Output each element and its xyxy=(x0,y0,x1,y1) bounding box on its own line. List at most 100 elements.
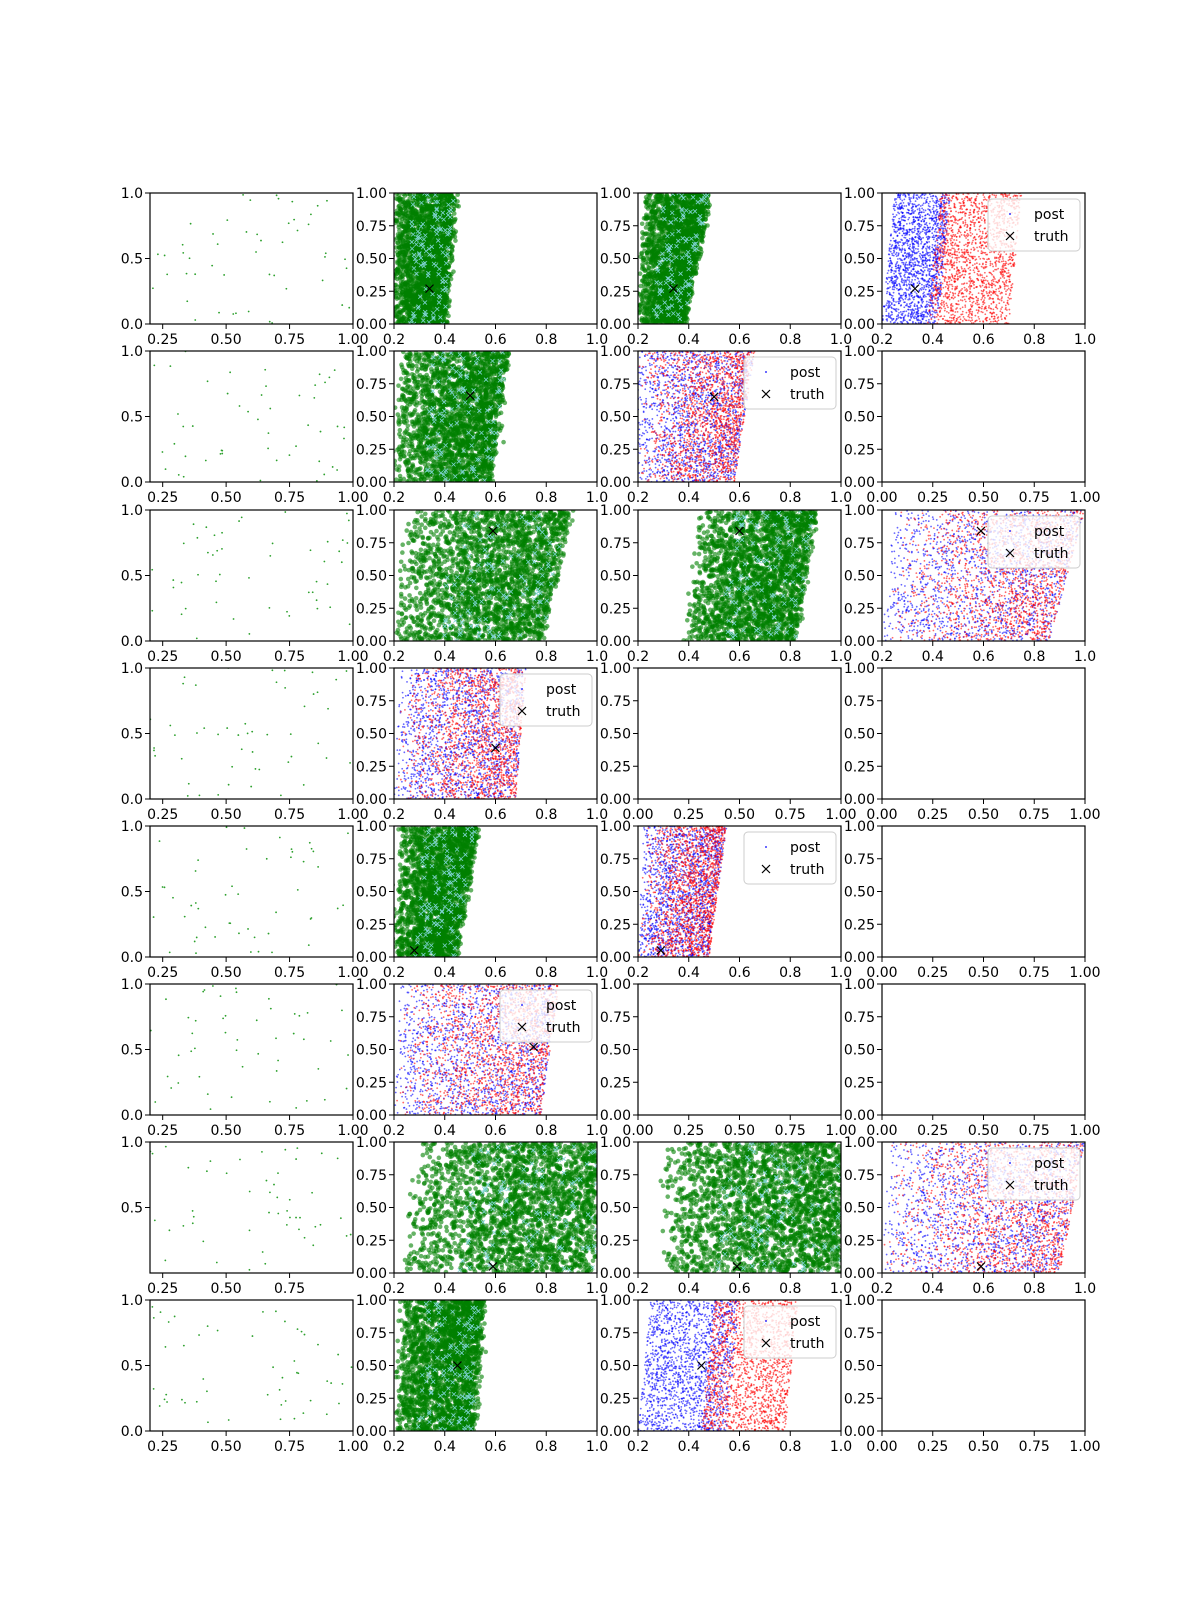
proposal-marker xyxy=(410,202,416,207)
proposal-marker xyxy=(437,266,442,272)
posterior-point xyxy=(409,202,415,207)
posterior-point xyxy=(684,275,690,281)
proposal-marker xyxy=(419,200,424,206)
posterior-point xyxy=(405,234,410,240)
posterior-point xyxy=(452,234,458,240)
posterior-point xyxy=(642,279,647,285)
uniform-point xyxy=(185,272,188,275)
posterior-point xyxy=(644,231,649,236)
posterior-point xyxy=(661,224,666,229)
posterior-point xyxy=(639,221,645,227)
posterior-point xyxy=(643,242,649,248)
posterior-point xyxy=(407,225,413,230)
posterior-point xyxy=(698,252,704,257)
posterior-point xyxy=(651,299,656,304)
x-tick-label: 0.6 xyxy=(484,332,506,348)
proposal-marker xyxy=(413,259,419,264)
posterior-point xyxy=(650,285,655,290)
uniform-point xyxy=(348,306,351,309)
uniform-point xyxy=(188,257,191,260)
posterior-point xyxy=(430,286,436,291)
posterior-point xyxy=(402,218,408,224)
proposal-marker xyxy=(431,310,436,316)
posterior-point xyxy=(657,209,662,215)
posterior-point xyxy=(414,247,419,253)
proposal-marker xyxy=(418,255,424,261)
uniform-point xyxy=(226,219,229,222)
posterior-point xyxy=(405,210,411,216)
posterior-point xyxy=(647,273,653,279)
truth-marker xyxy=(425,284,434,294)
posterior-point xyxy=(421,208,427,214)
posterior-point xyxy=(655,318,661,323)
proposal-marker xyxy=(411,194,417,200)
posterior-point xyxy=(643,216,649,222)
uniform-point xyxy=(189,222,192,225)
posterior-point xyxy=(686,220,692,226)
posterior-point xyxy=(408,206,414,211)
posterior-point xyxy=(397,228,402,233)
posterior-point xyxy=(675,248,680,253)
uniform-point xyxy=(245,231,248,233)
x-tick-label: 1.00 xyxy=(337,332,368,348)
posterior-point xyxy=(421,271,427,276)
posterior-point xyxy=(415,193,421,197)
proposal-marker xyxy=(423,233,428,238)
posterior-point xyxy=(396,258,402,264)
uniform-point xyxy=(287,222,290,225)
uniform-point xyxy=(256,233,259,236)
posterior-point xyxy=(428,193,434,197)
posterior-point xyxy=(445,202,450,208)
posterior-point xyxy=(688,289,694,294)
proposal-marker xyxy=(433,227,439,233)
posterior-point xyxy=(652,215,658,221)
proposal-marker xyxy=(418,262,424,268)
y-tick-label: 1.00 xyxy=(356,186,387,202)
posterior-point xyxy=(425,241,431,246)
proposal-marker xyxy=(430,291,435,297)
uniform-point xyxy=(345,267,348,270)
plot-area xyxy=(394,193,461,324)
uniform-point xyxy=(218,311,220,314)
posterior-point xyxy=(644,296,650,301)
posterior-point xyxy=(645,288,650,293)
proposal-marker xyxy=(434,306,440,312)
proposal-marker xyxy=(423,248,429,254)
posterior-point xyxy=(404,301,410,307)
proposal-marker xyxy=(427,252,432,257)
proposal-marker xyxy=(436,293,442,299)
posterior-point xyxy=(397,275,403,281)
posterior-point xyxy=(681,202,687,207)
proposal-marker xyxy=(422,309,428,315)
posterior-point xyxy=(647,198,653,203)
posterior-point xyxy=(456,204,461,209)
posterior-point xyxy=(444,300,449,306)
posterior-point xyxy=(433,222,439,228)
posterior-point xyxy=(394,272,396,277)
uniform-point xyxy=(249,199,252,202)
uniform-point xyxy=(223,274,226,276)
posterior-point xyxy=(401,199,406,205)
posterior-point xyxy=(395,240,401,246)
posterior-point xyxy=(400,210,406,216)
posterior-point xyxy=(442,293,447,299)
posterior-point xyxy=(394,321,399,324)
posterior-point xyxy=(394,282,397,288)
x-tick-label: 0.75 xyxy=(274,332,305,348)
proposal-marker xyxy=(445,245,451,251)
proposal-marker xyxy=(445,251,450,257)
posterior-point xyxy=(453,238,458,243)
posterior-point xyxy=(406,266,411,272)
proposal-marker xyxy=(445,273,450,279)
posterior-point xyxy=(394,218,399,223)
uniform-point xyxy=(151,287,154,290)
proposal-marker xyxy=(423,312,429,318)
posterior-point xyxy=(442,233,448,238)
posterior-point xyxy=(400,269,406,275)
uniform-point xyxy=(344,258,346,261)
proposal-marker xyxy=(421,261,426,266)
posterior-point xyxy=(394,309,396,315)
uniform-point xyxy=(255,251,257,253)
posterior-point xyxy=(400,234,406,239)
